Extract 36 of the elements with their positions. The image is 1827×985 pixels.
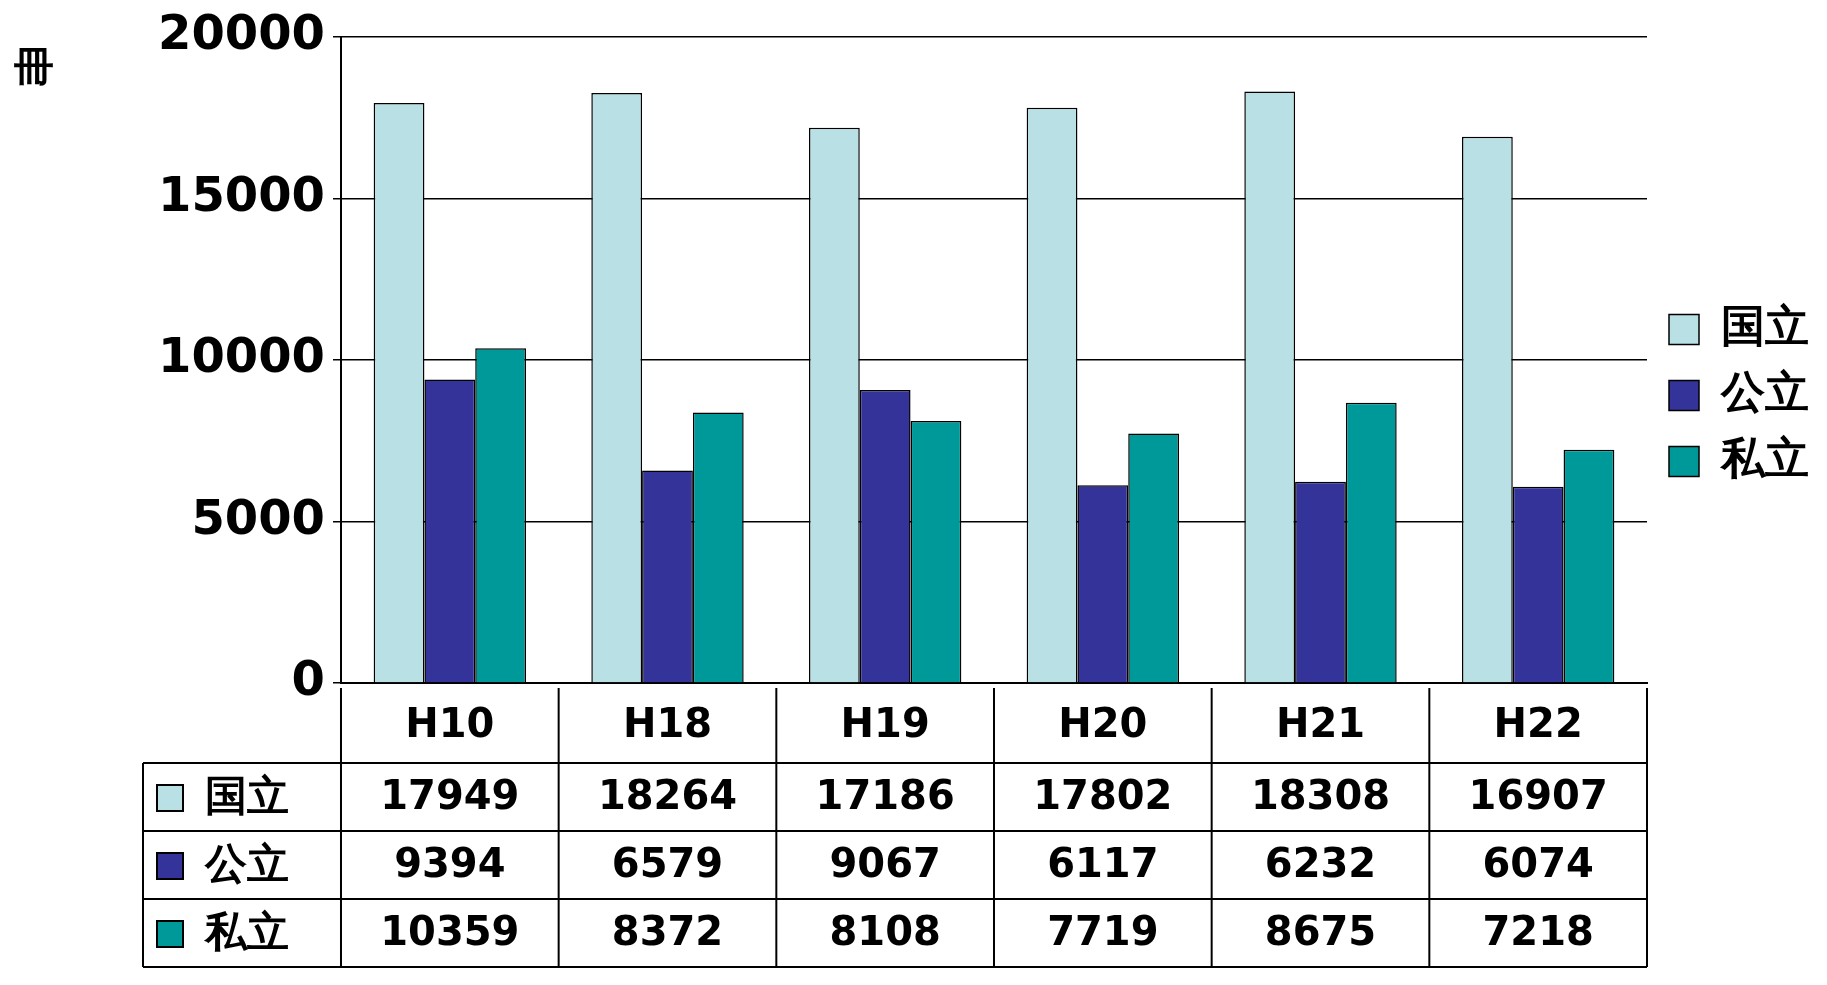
- data-label: 7719: [1047, 908, 1159, 955]
- data-label: 8675: [1264, 908, 1377, 955]
- text: 公立: [205, 838, 289, 888]
- x-tick-label: H22: [1493, 700, 1583, 747]
- data-label: 6579: [611, 840, 724, 887]
- data-label: 18264: [597, 772, 738, 819]
- text: 国立: [1721, 299, 1809, 351]
- data-label: 17949: [380, 772, 520, 819]
- y-tick-label: 0: [291, 650, 325, 707]
- x-tick-label: H20: [1058, 700, 1148, 747]
- x-tick-label: H21: [1275, 700, 1366, 747]
- x-tick-label: H19: [840, 700, 930, 747]
- legend-label: 公立: [1720, 365, 1809, 417]
- data-label: 17186: [815, 772, 955, 819]
- data-label: 10359: [380, 908, 520, 955]
- y-tick-label: 10000: [157, 327, 325, 384]
- legend-label: 私立: [1719, 431, 1809, 483]
- data-label: 9067: [829, 840, 941, 887]
- y-tick-label: 15000: [157, 165, 325, 222]
- data-label: 9394: [394, 840, 506, 887]
- y-tick-label: 5000: [191, 488, 325, 545]
- x-tick-label: H18: [622, 700, 713, 747]
- legend-label: 国立: [205, 770, 289, 820]
- data-label: 8372: [611, 908, 724, 955]
- data-label: 16907: [1468, 772, 1608, 819]
- data-label: 6074: [1482, 840, 1594, 887]
- y-tick-label: 20000: [157, 4, 325, 61]
- data-label: 7218: [1482, 908, 1594, 955]
- data-label: 17802: [1033, 772, 1173, 819]
- data-label: 6117: [1047, 840, 1159, 887]
- text: 私立: [205, 906, 289, 956]
- data-label: 8108: [829, 908, 941, 955]
- data-label: 18308: [1250, 772, 1391, 819]
- x-tick-label: H10: [405, 700, 495, 747]
- y-axis-title: 冊: [13, 43, 54, 90]
- data-label: 6232: [1264, 840, 1377, 887]
